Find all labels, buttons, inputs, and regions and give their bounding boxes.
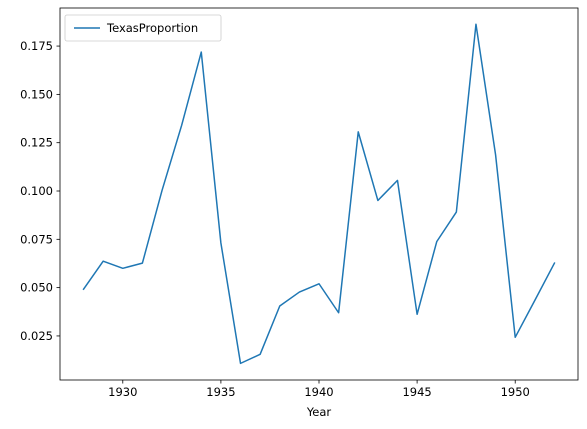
x-tick-label: 1935 — [206, 385, 235, 399]
legend-label: TexasProportion — [106, 21, 198, 35]
y-tick-label: 0.050 — [20, 281, 53, 295]
x-tick-label: 1945 — [402, 385, 431, 399]
x-tick-label: 1930 — [108, 385, 137, 399]
series-line-texasproportion — [82, 23, 556, 365]
x-tick-label: 1940 — [304, 385, 333, 399]
x-axis-ticks: 1930 1935 1940 1945 1950 — [108, 380, 530, 399]
y-tick-label: 0.150 — [20, 87, 53, 101]
y-tick-label: 0.075 — [20, 232, 53, 246]
y-axis-ticks: 0.025 0.050 0.075 0.100 0.125 0.150 0.175 — [20, 39, 60, 343]
y-tick-label: 0.100 — [20, 184, 53, 198]
axes-frame — [59, 7, 579, 381]
x-axis-label: Year — [306, 405, 332, 419]
y-tick-label: 0.175 — [20, 39, 53, 53]
y-tick-label: 0.025 — [20, 329, 53, 343]
y-tick-label: 0.125 — [20, 136, 53, 150]
legend-box — [64, 14, 222, 42]
plot-area — [82, 23, 556, 365]
x-tick-label: 1950 — [501, 385, 530, 399]
legend: TexasProportion — [64, 14, 222, 42]
